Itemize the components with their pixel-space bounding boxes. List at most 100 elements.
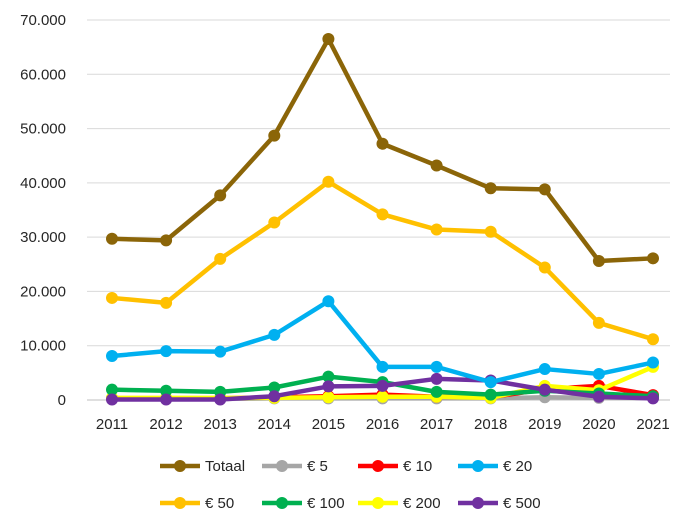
legend-label: € 5 (307, 458, 328, 475)
series-0 (106, 33, 659, 268)
legend-marker (372, 460, 384, 472)
legend-label: € 10 (403, 458, 432, 475)
x-tick-label: 2014 (258, 416, 291, 433)
data-point (106, 291, 118, 304)
series-7 (106, 372, 659, 406)
data-point (376, 208, 389, 221)
data-point (484, 225, 497, 238)
data-point (268, 216, 281, 229)
y-tick-label: 0 (58, 392, 66, 409)
data-point (160, 234, 173, 247)
data-point (376, 379, 389, 392)
legend-label: € 200 (403, 495, 441, 512)
data-point (484, 182, 497, 195)
legend-label: € 500 (503, 495, 541, 512)
y-tick-label: 70.000 (20, 12, 66, 29)
data-point (538, 183, 551, 196)
data-point (322, 175, 335, 188)
legend-label: € 100 (307, 495, 345, 512)
data-point (592, 390, 605, 403)
data-point (214, 345, 227, 358)
x-tick-label: 2012 (149, 416, 182, 433)
data-point (430, 159, 443, 172)
data-point (322, 380, 335, 393)
legend-marker (472, 460, 484, 472)
data-point (268, 129, 281, 142)
legend-item: € 10 (358, 458, 432, 475)
gridlines (87, 19, 670, 401)
data-point (268, 328, 281, 341)
legend-item: € 20 (458, 458, 532, 475)
data-point (538, 363, 551, 376)
data-point (647, 356, 659, 369)
data-point (106, 350, 118, 363)
data-point (214, 189, 227, 202)
legend-marker (276, 460, 288, 472)
y-axis-ticks: 0 10.000 20.000 30.000 40.000 50.000 60.000 70.… (20, 12, 66, 409)
series-line (109, 179, 656, 342)
legend-label: € 50 (205, 495, 234, 512)
legend-item: Totaal (160, 458, 245, 475)
x-tick-label: 2017 (420, 416, 453, 433)
series-line (109, 36, 656, 264)
data-point (430, 385, 443, 398)
data-point (376, 137, 389, 150)
series-lines (106, 33, 659, 406)
x-tick-label: 2011 (96, 416, 128, 433)
data-point (160, 384, 173, 397)
legend-item: € 5 (262, 458, 328, 475)
data-point (647, 333, 659, 346)
data-point (322, 370, 335, 383)
data-point (322, 391, 335, 404)
x-axis-ticks: 2011 2012 2013 2014 2015 2016 2017 2018 2019 2020… (96, 416, 670, 433)
legend-marker (174, 460, 186, 472)
x-tick-label: 2019 (528, 416, 561, 433)
legend-marker (372, 497, 384, 509)
x-tick-label: 2016 (366, 416, 399, 433)
legend-marker (472, 497, 484, 509)
data-point (106, 393, 118, 406)
data-point (376, 360, 389, 373)
data-point (214, 252, 227, 265)
data-point (376, 390, 389, 403)
data-point (484, 388, 497, 401)
legend-item: € 100 (262, 495, 345, 512)
legend-marker (276, 497, 288, 509)
legend-item: € 50 (160, 495, 234, 512)
legend: Totaal € 5 € 10 € 20 € 50 € 100 € 200 € 500 (160, 458, 541, 512)
data-point (160, 345, 173, 358)
series-4 (106, 175, 659, 346)
series-3 (106, 295, 659, 389)
data-point (592, 255, 605, 268)
y-tick-label: 20.000 (20, 283, 66, 300)
x-tick-label: 2018 (474, 416, 507, 433)
data-point (106, 232, 118, 245)
legend-item: € 500 (458, 495, 541, 512)
data-point (214, 393, 227, 406)
data-point (484, 376, 497, 389)
x-tick-label: 2021 (636, 416, 669, 433)
data-point (430, 360, 443, 373)
data-point (160, 393, 173, 406)
data-point (106, 383, 118, 396)
legend-marker (174, 497, 186, 509)
data-point (592, 367, 605, 380)
data-point (538, 383, 551, 396)
data-point (592, 316, 605, 329)
data-point (647, 252, 659, 265)
x-tick-label: 2020 (582, 416, 615, 433)
y-tick-label: 50.000 (20, 121, 66, 138)
data-point (430, 372, 443, 385)
y-tick-label: 30.000 (20, 229, 66, 246)
data-point (430, 223, 443, 236)
legend-item: € 200 (358, 495, 441, 512)
data-point (322, 295, 335, 308)
y-tick-label: 60.000 (20, 66, 66, 83)
data-point (268, 381, 281, 394)
data-point (268, 390, 281, 403)
data-point (647, 392, 659, 405)
data-point (160, 296, 173, 309)
data-point (322, 33, 335, 45)
x-tick-label: 2013 (204, 416, 237, 433)
